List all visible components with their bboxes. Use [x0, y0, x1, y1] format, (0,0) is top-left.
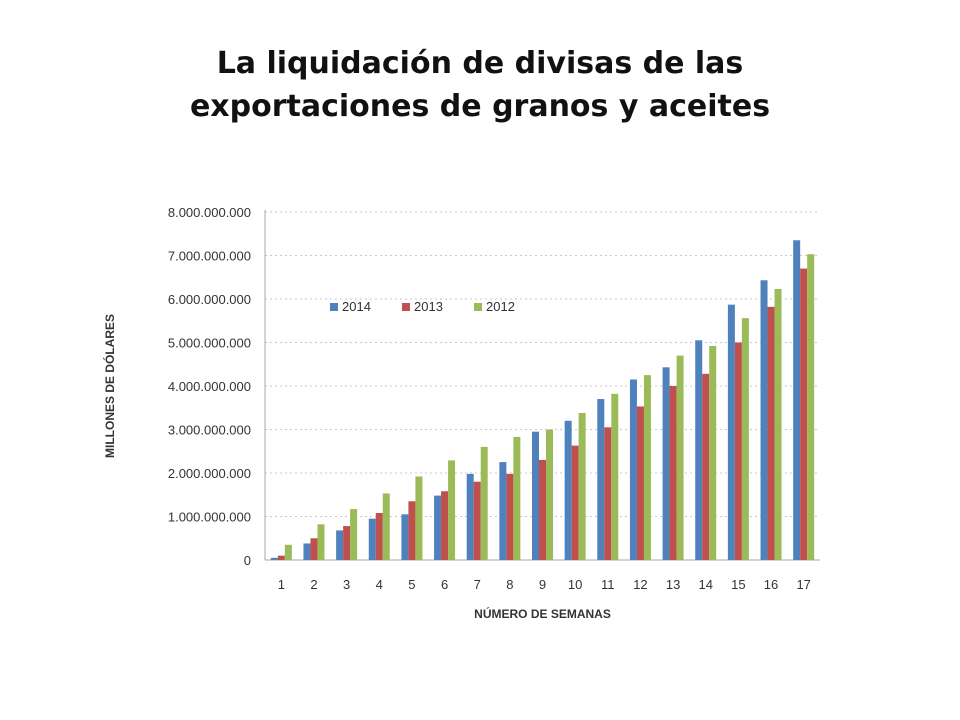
bar-2013-week-5 [408, 501, 416, 560]
bar-2012-week-15 [741, 318, 749, 560]
x-tick-label: 4 [376, 577, 383, 592]
x-axis-title: NÚMERO DE SEMANAS [474, 606, 611, 621]
bar-2012-week-1 [284, 544, 292, 560]
bar-2012-week-7 [480, 446, 488, 560]
bar-2012-week-14 [709, 345, 717, 560]
bar-2013-week-6 [441, 491, 449, 560]
bar-2013-week-3 [343, 526, 351, 560]
bar-2014-week-16 [760, 280, 768, 560]
x-tick-label: 10 [568, 577, 582, 592]
bar-2014-week-2 [303, 543, 311, 560]
x-tick-label: 13 [666, 577, 680, 592]
bar-2014-week-13 [662, 367, 670, 560]
x-tick-label: 11 [601, 577, 615, 592]
x-tick-label: 5 [408, 577, 415, 592]
bar-2014-week-11 [597, 399, 605, 560]
x-axis-ticks: 1 2 3 4 5 6 7 8 9 10 11 12 13 14 15 16 17 [278, 577, 811, 592]
legend: 2014 2013 2012 [330, 299, 515, 314]
bar-2014-week-1 [270, 557, 278, 560]
bar-2013-week-8 [506, 473, 514, 560]
bar-2014-week-4 [368, 518, 376, 560]
bar-2012-week-10 [578, 412, 586, 560]
bar-2012-week-8 [513, 436, 521, 560]
title-line-1: La liquidación de divisas de las [216, 46, 744, 81]
bar-2013-week-2 [310, 538, 318, 560]
y-axis-ticks: 0 1.000.000.000 2.000.000.000 3.000.000.000… [168, 205, 251, 568]
bars [270, 240, 815, 560]
legend-label-2012: 2012 [486, 299, 515, 314]
x-tick-label: 8 [506, 577, 513, 592]
y-tick-label: 6.000.000.000 [168, 292, 251, 307]
bar-2013-week-4 [375, 513, 383, 560]
bar-2014-week-3 [336, 530, 344, 560]
bar-2013-week-11 [604, 427, 612, 560]
bar-2013-week-15 [734, 342, 742, 560]
bar-2012-week-12 [643, 375, 651, 560]
bar-2013-week-9 [539, 459, 546, 560]
x-tick-label: 6 [441, 577, 448, 592]
bar-2014-week-6 [434, 495, 442, 560]
bar-2013-week-16 [767, 306, 775, 560]
x-tick-label: 14 [699, 577, 713, 592]
bar-2014-week-8 [499, 462, 507, 560]
bar-2013-week-10 [571, 445, 579, 560]
bar-chart: 0 1.000.000.000 2.000.000.000 3.000.000.000… [102, 205, 820, 621]
legend-label-2014: 2014 [342, 299, 371, 314]
y-tick-label: 7.000.000.000 [168, 249, 251, 264]
y-tick-label: 1.000.000.000 [168, 510, 251, 525]
y-tick-label: 2.000.000.000 [168, 466, 251, 481]
legend-swatch-2014 [330, 303, 338, 311]
legend-swatch-2012 [474, 303, 482, 311]
bar-2014-week-14 [695, 340, 703, 560]
slide-title: La liquidación de divisas de las exporta… [0, 42, 960, 128]
bar-2012-week-11 [611, 393, 619, 560]
bar-2014-week-17 [793, 240, 801, 560]
bar-2012-week-17 [807, 254, 815, 560]
bar-2013-week-17 [800, 268, 808, 560]
bar-2014-week-10 [564, 420, 572, 560]
x-tick-label: 7 [474, 577, 481, 592]
x-tick-label: 16 [764, 577, 778, 592]
bar-2012-week-6 [448, 460, 456, 560]
title-line-2: exportaciones de granos y aceites [189, 89, 771, 124]
legend-swatch-2013 [402, 303, 410, 311]
y-tick-label: 5.000.000.000 [168, 336, 251, 351]
bar-2013-week-13 [669, 386, 677, 560]
bar-2012-week-9 [546, 429, 553, 560]
legend-label-2013: 2013 [414, 299, 443, 314]
bar-2012-week-13 [676, 355, 684, 560]
x-tick-label: 9 [539, 577, 546, 592]
bar-2013-week-14 [702, 373, 710, 560]
bar-2013-week-12 [636, 406, 644, 560]
y-axis-title: MILLONES DE DÓLARES [102, 314, 117, 458]
bar-2012-week-3 [350, 509, 358, 560]
bar-2012-week-4 [382, 493, 390, 560]
x-tick-label: 12 [633, 577, 647, 592]
x-tick-label: 17 [796, 577, 810, 592]
y-tick-label: 3.000.000.000 [168, 423, 251, 438]
bar-2013-week-7 [473, 481, 481, 560]
x-tick-label: 2 [310, 577, 317, 592]
bar-2014-week-5 [401, 514, 409, 560]
bar-2014-week-7 [466, 473, 474, 560]
bar-2014-week-9 [532, 431, 539, 560]
bar-2014-week-12 [629, 379, 637, 560]
bar-2012-week-2 [317, 524, 325, 560]
x-tick-label: 3 [343, 577, 350, 592]
bar-2014-week-15 [727, 304, 735, 560]
x-tick-label: 15 [731, 577, 745, 592]
y-tick-label: 8.000.000.000 [168, 205, 251, 220]
bar-2012-week-16 [774, 288, 782, 560]
x-tick-label: 1 [278, 577, 285, 592]
bar-2013-week-1 [277, 555, 285, 560]
y-tick-label: 4.000.000.000 [168, 379, 251, 394]
bar-2012-week-5 [415, 476, 423, 560]
y-tick-label: 0 [244, 553, 251, 568]
